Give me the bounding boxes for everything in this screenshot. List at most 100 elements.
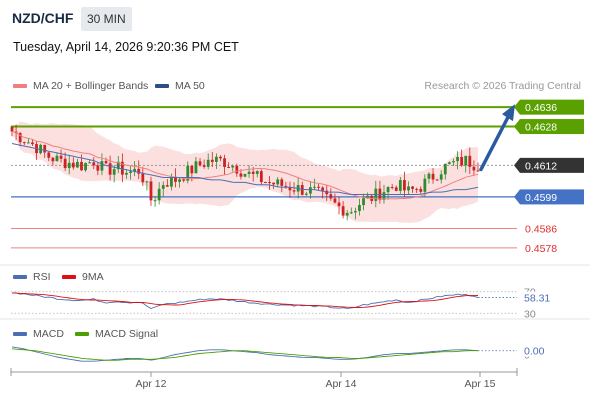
legend-macd-label: MACD <box>33 328 64 340</box>
level-badge-tip-3 <box>514 189 520 205</box>
candle-body <box>104 161 108 164</box>
bollinger-bands <box>12 121 478 223</box>
legend-rsi-ma-label: 9MA <box>82 271 104 283</box>
candle-body <box>231 165 235 168</box>
candle-body <box>239 173 243 177</box>
candle-body <box>125 172 128 175</box>
candle-body <box>31 142 34 145</box>
level-badge-0 <box>520 99 584 115</box>
candle-body <box>133 168 137 172</box>
candle-body <box>288 186 292 191</box>
legend-macd-signal: MACD Signal <box>75 328 158 340</box>
bollinger-band-area <box>12 121 478 223</box>
candle-body <box>382 192 386 200</box>
candle-body <box>313 186 316 188</box>
arrow-shaft <box>479 115 510 172</box>
candle-body <box>223 158 226 168</box>
candle-body <box>333 198 337 203</box>
candle-body <box>10 126 14 132</box>
rsi-tick-30: 30 <box>524 308 536 320</box>
candle-body <box>394 187 398 191</box>
candle-body <box>227 167 231 169</box>
candle-body <box>174 176 177 182</box>
candle-body <box>439 174 443 180</box>
level-badge-tip-2 <box>514 157 520 173</box>
level-badge-tip-0 <box>514 99 520 115</box>
level-label-3: 0.4599 <box>525 192 557 204</box>
candle-body <box>219 156 222 159</box>
candle-body <box>353 211 357 213</box>
price-levels: 0.4636 0.4628 0.4612 0.4599 0.4586 0.4578 <box>11 99 584 255</box>
ma20-swatch-icon <box>13 84 27 88</box>
candle-body <box>472 166 476 171</box>
candle-body <box>153 200 157 202</box>
time-axis: Apr 12 Apr 14 Apr 15 <box>0 264 590 390</box>
candle-body <box>178 179 181 182</box>
candle-body <box>423 178 427 192</box>
candle-body <box>165 185 169 187</box>
legend-ma50-label: MA 50 <box>175 80 205 92</box>
legend-macd: MACD <box>13 328 64 340</box>
candle-body <box>22 142 26 144</box>
candle-body <box>129 171 132 173</box>
candle-body <box>398 180 402 191</box>
candle-body <box>92 162 96 166</box>
candle-body <box>362 198 365 206</box>
candle-body <box>182 179 186 181</box>
candle-body <box>300 185 304 195</box>
candle-body <box>443 163 447 175</box>
candle-body <box>268 182 271 184</box>
datetime-label: Tuesday, April 14, 2026 9:20:36 PM CET <box>13 40 239 54</box>
candle-body <box>476 170 480 172</box>
rsi-line <box>11 292 479 309</box>
chart-header: NZD/CHF 30 MIN Tuesday, April 14, 2026 9… <box>0 0 590 72</box>
candle-body <box>247 171 251 174</box>
candle-body <box>386 187 390 193</box>
candle-body <box>317 186 320 188</box>
candle-body <box>460 156 464 166</box>
candle-body <box>198 161 202 166</box>
candle-body <box>415 188 419 190</box>
level-badge-3 <box>520 189 584 205</box>
macd-signal-line <box>11 348 478 361</box>
candle-body <box>84 162 87 171</box>
legend-rsi: RSI <box>13 271 51 283</box>
candle-body <box>43 144 47 153</box>
arrow-head <box>502 104 515 122</box>
candle-body <box>280 179 284 186</box>
pair-title: NZD/CHF <box>12 10 74 26</box>
level-label-4: 0.4586 <box>525 223 557 235</box>
candle-body <box>304 193 308 195</box>
level-badge-2 <box>520 157 584 173</box>
candle-body <box>349 212 353 214</box>
moving-averages <box>11 131 479 200</box>
rsi-panel: 703058.31 <box>11 287 561 320</box>
candle-body <box>63 158 67 169</box>
candle-body <box>137 168 141 174</box>
candle-body <box>411 186 414 189</box>
candle-body <box>149 181 153 201</box>
candle-body <box>255 171 259 174</box>
candle-body <box>116 161 120 170</box>
candle-body <box>251 171 255 174</box>
candle-body <box>337 202 341 207</box>
macd-last-value: 0.00 <box>524 346 545 358</box>
macd-swatch-icon <box>13 332 27 336</box>
candle-body <box>358 205 361 212</box>
candle-body <box>272 182 276 185</box>
level-label-1: 0.4628 <box>525 122 557 134</box>
timeframe-badge[interactable]: 30 MIN <box>81 7 132 31</box>
candle-body <box>264 182 267 184</box>
level-badge-tip-1 <box>514 119 520 135</box>
macd-panel: 00.00 <box>11 344 551 362</box>
candle-body <box>284 185 288 187</box>
x-tick-label-2: Apr 15 <box>465 378 496 390</box>
x-tick-label-0: Apr 12 <box>136 378 167 390</box>
forecast-arrow-icon <box>479 104 515 172</box>
candle-body <box>141 173 145 183</box>
candle-body <box>292 190 296 192</box>
ma20-line <box>11 131 479 200</box>
level-label-2: 0.4612 <box>525 160 557 172</box>
credit-label: Research © 2026 Trading Central <box>424 80 581 92</box>
